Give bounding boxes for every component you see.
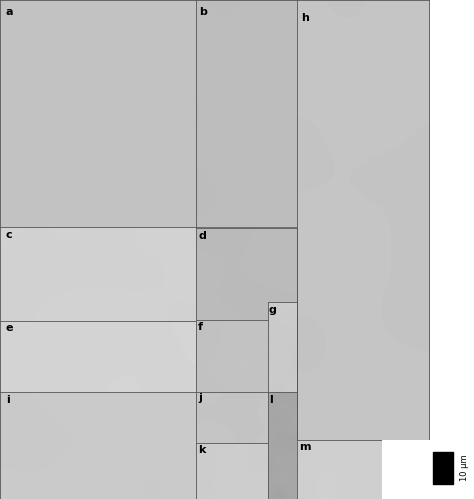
Text: c: c (6, 230, 12, 240)
Text: a: a (6, 7, 13, 17)
Text: j: j (198, 393, 202, 403)
Bar (433, 452, 453, 484)
Text: d: d (199, 231, 207, 241)
Text: k: k (198, 445, 205, 455)
Text: b: b (199, 7, 207, 17)
Text: i: i (6, 395, 9, 405)
Text: h: h (301, 13, 309, 23)
Text: g: g (269, 304, 276, 314)
Text: 10 μm: 10 μm (460, 455, 469, 482)
Text: l: l (269, 395, 273, 405)
Text: m: m (299, 442, 311, 452)
Text: f: f (198, 322, 203, 332)
Text: e: e (6, 323, 13, 333)
